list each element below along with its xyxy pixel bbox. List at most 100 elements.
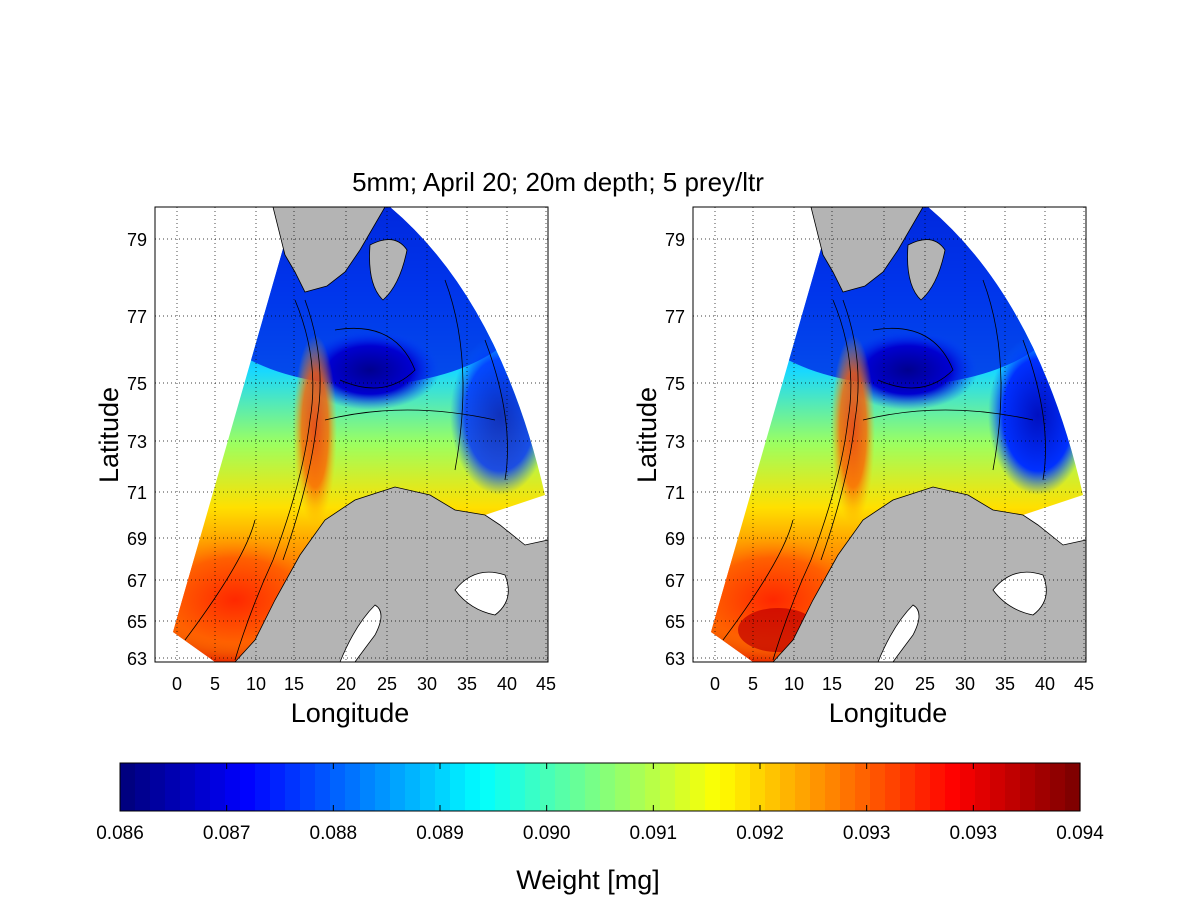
- land-svalbard: [810, 206, 924, 293]
- colorbar-swatch: [120, 763, 136, 811]
- gridlines: [155, 207, 548, 662]
- colorbar-swatch: [975, 763, 991, 811]
- y-tick-label: 75: [665, 374, 685, 394]
- colorbar-swatch: [645, 763, 661, 811]
- y-tick-label: 65: [127, 612, 147, 632]
- x-tick-label: 0: [710, 674, 720, 694]
- colorbar-tick-label: 0.090: [523, 823, 571, 844]
- colorbar-tick-label: 0.093: [843, 823, 891, 844]
- y-axis-label: Latitude: [632, 387, 662, 483]
- colorbar-swatch: [930, 763, 946, 811]
- axes-frame: [154, 206, 549, 663]
- colorbar-swatch: [585, 763, 601, 811]
- x-tick-label: 35: [457, 674, 477, 694]
- y-tick-label: 63: [665, 649, 685, 669]
- land-nordaustlandet: [369, 239, 408, 301]
- colorbar-swatch: [825, 763, 841, 811]
- y-tick-label: 73: [127, 432, 147, 452]
- colorbar-swatch: [360, 763, 376, 811]
- colorbar-label: Weight [mg]: [516, 865, 660, 895]
- figure-title: 5mm; April 20; 20m depth; 5 prey/ltr: [352, 167, 764, 197]
- colorbar-swatch: [135, 763, 151, 811]
- gulf-of-bothnia: [339, 604, 382, 663]
- colorbar-swatch: [240, 763, 256, 811]
- colorbar-swatch: [705, 763, 721, 811]
- colorbar-swatch: [945, 763, 961, 811]
- x-tick-label: 30: [955, 674, 975, 694]
- colorbar-swatch: [555, 763, 571, 811]
- x-tick-label: 25: [377, 674, 397, 694]
- x-tick-label: 15: [822, 674, 842, 694]
- land-nordaustlandet: [907, 239, 946, 301]
- colorbar-swatches: [120, 763, 1081, 811]
- colorbar-swatch: [465, 763, 481, 811]
- colorbar-swatch: [615, 763, 631, 811]
- x-tick-label: 25: [915, 674, 935, 694]
- colorbar-frame: [119, 762, 1081, 812]
- y-tick-label: 77: [665, 307, 685, 327]
- colorbar-swatch: [540, 763, 556, 811]
- colorbar-swatch: [915, 763, 931, 811]
- colorbar-swatch: [885, 763, 901, 811]
- colorbar-swatch: [270, 763, 286, 811]
- colorbar-swatch: [960, 763, 976, 811]
- x-tick-label: 30: [417, 674, 437, 694]
- x-tick-label: 45: [536, 674, 556, 694]
- x-tick-label: 10: [246, 674, 266, 694]
- colorbar-swatch: [765, 763, 781, 811]
- colorbar-swatch: [675, 763, 691, 811]
- y-tick-label: 75: [127, 374, 147, 394]
- x-tick-label: 10: [784, 674, 804, 694]
- colorbar-swatch: [495, 763, 511, 811]
- colorbar-swatch: [480, 763, 496, 811]
- colorbar-swatch: [330, 763, 346, 811]
- colorbar-tick-label: 0.088: [310, 823, 358, 844]
- colorbar-swatch: [390, 763, 406, 811]
- colorbar-swatch: [195, 763, 211, 811]
- colorbar-swatch: [405, 763, 421, 811]
- x-axis-label: Longitude: [291, 698, 410, 728]
- colorbar-swatch: [510, 763, 526, 811]
- x-tick-label: 40: [497, 674, 517, 694]
- x-tick-label: 40: [1035, 674, 1055, 694]
- x-tick-label: 15: [284, 674, 304, 694]
- colorbar-swatch: [210, 763, 226, 811]
- x-tick-label: 5: [210, 674, 220, 694]
- colorbar-swatch: [315, 763, 331, 811]
- colorbar-swatch: [525, 763, 541, 811]
- axes-frame: [692, 206, 1087, 663]
- colorbar-swatch: [165, 763, 181, 811]
- colorbar-tick-label: 0.091: [630, 823, 678, 844]
- colorbar-swatch: [255, 763, 271, 811]
- colorbar-swatch: [1035, 763, 1051, 811]
- colorbar-swatch: [780, 763, 796, 811]
- colorbar-tick-label: 0.092: [736, 823, 784, 844]
- colorbar-swatch: [810, 763, 826, 811]
- colorbar-swatch: [795, 763, 811, 811]
- colorbar-swatch: [1050, 763, 1066, 811]
- colorbar-ticks: 0.086 0.087 0.088 0.089 0.090 0.091 0.092 0.093…: [96, 763, 1104, 844]
- colorbar-swatch: [600, 763, 616, 811]
- land-svalbard: [272, 206, 386, 293]
- y-tick-label: 71: [127, 483, 147, 503]
- colorbar-swatch: [180, 763, 196, 811]
- gulf-of-bothnia: [877, 604, 920, 663]
- y-tick-label: 77: [127, 307, 147, 327]
- colorbar-swatch: [900, 763, 916, 811]
- colorbar-swatch: [660, 763, 676, 811]
- land-scandinavia: [234, 486, 549, 663]
- colorbar-swatch: [225, 763, 241, 811]
- colorbar-tick-label: 0.089: [416, 823, 464, 844]
- colorbar-swatch: [285, 763, 301, 811]
- colorbar-swatch: [345, 763, 361, 811]
- x-tick-label: 35: [995, 674, 1015, 694]
- colorbar-tick-label: 0.093: [950, 823, 998, 844]
- y-tick-label: 71: [665, 483, 685, 503]
- colorbar-swatch: [870, 763, 886, 811]
- colorbar-swatch: [570, 763, 586, 811]
- x-axis-label: Longitude: [829, 698, 948, 728]
- colorbar-swatch: [150, 763, 166, 811]
- colorbar-swatch: [990, 763, 1006, 811]
- y-tick-label: 69: [127, 529, 147, 549]
